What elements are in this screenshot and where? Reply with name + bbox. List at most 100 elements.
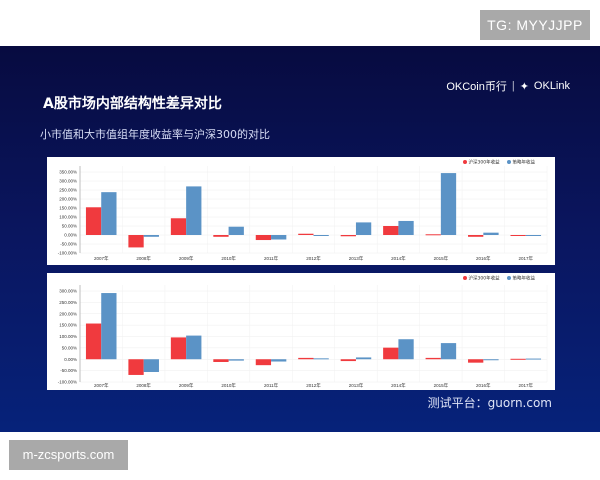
bar-red-2008年 (128, 359, 144, 375)
bar-red-2010年 (213, 359, 229, 362)
bar-red-2017年 (510, 358, 526, 360)
y-tick-label: 300.00% (59, 289, 77, 294)
y-tick-label: -50.00% (60, 368, 77, 373)
y-tick-label: 200.00% (59, 311, 77, 316)
x-tick-label: 2009年 (179, 255, 194, 262)
legend-label: 策略年收益 (513, 159, 536, 166)
watermark-bottom: m-zcsports.com (9, 440, 128, 470)
bar-blue-2014年 (398, 339, 414, 360)
x-tick-label: 2012年 (306, 382, 321, 389)
bar-blue-2007年 (101, 293, 117, 360)
y-tick-label: 100.00% (59, 215, 77, 220)
logo-divider: | (511, 80, 515, 92)
bar-red-2013年 (340, 235, 356, 237)
bar-blue-2016年 (483, 232, 499, 235)
x-tick-label: 2009年 (179, 382, 194, 389)
y-tick-label: 0.00% (64, 357, 77, 362)
bar-blue-2011年 (271, 359, 287, 362)
x-tick-label: 2017年 (519, 255, 534, 262)
y-tick-label: 50.00% (62, 224, 77, 229)
legend-label: 沪深300年收益 (469, 275, 501, 282)
x-tick-label: 2012年 (306, 255, 321, 262)
y-tick-label: 150.00% (59, 206, 77, 211)
footer-source: 测试平台：guorn.com (427, 396, 552, 410)
bar-blue-2015年 (440, 343, 457, 360)
y-tick-label: 200.00% (59, 197, 77, 202)
x-tick-label: 2014年 (391, 255, 406, 262)
y-tick-label: 250.00% (59, 300, 77, 305)
bar-red-2008年 (128, 235, 144, 248)
bar-blue-2012年 (313, 235, 329, 236)
legend-label: 沪深300年收益 (469, 159, 501, 166)
x-tick-label: 2011年 (264, 255, 279, 262)
oklink-logo: OKLink (533, 80, 570, 92)
legend-label: 策略年收益 (513, 275, 536, 282)
bar-blue-2015年 (440, 173, 457, 235)
bar-blue-2010年 (228, 226, 244, 235)
bar-blue-2017年 (525, 235, 542, 236)
bar-red-2014年 (383, 226, 399, 235)
bar-blue-2009年 (186, 335, 202, 360)
bar-chart-2: 300.00% 250.00% 200.00% 150.00% 100.00% 50.00… (58, 275, 548, 389)
y-tick-label: -100.00% (58, 380, 77, 385)
bar-red-2016年 (468, 359, 484, 363)
x-tick-label: 2016年 (476, 382, 491, 389)
y-tick-label: 50.00% (62, 345, 77, 350)
x-tick-label: 2013年 (349, 255, 364, 262)
bar-red-2014年 (383, 347, 399, 360)
bar-red-2017年 (510, 235, 526, 236)
y-tick-label: 250.00% (59, 188, 77, 193)
x-tick-label: 2007年 (94, 382, 109, 389)
bar-red-2012年 (298, 357, 314, 360)
bar-red-2009年 (170, 218, 187, 235)
x-tick-label: 2017年 (519, 382, 534, 389)
x-tick-label: 2008年 (136, 255, 151, 262)
okcoin-logo: OKCoin币行 (446, 81, 507, 93)
slide-title: A股市场内部结构性差异对比 (43, 96, 222, 112)
bar-red-2011年 (255, 235, 272, 241)
chart-panel-2: 300.00% 250.00% 200.00% 150.00% 100.00% 50.00… (47, 273, 555, 390)
y-tick-label: 300.00% (59, 179, 77, 184)
bar-red-2015年 (425, 357, 441, 360)
bar-red-2016年 (468, 235, 484, 237)
x-tick-label: 2007年 (94, 255, 109, 262)
legend-marker (463, 276, 467, 280)
slide-subtitle: 小市值和大市值组年度收益率与沪深300的对比 (40, 128, 270, 141)
bar-blue-2010年 (228, 359, 244, 361)
x-tick-label: 2013年 (349, 382, 364, 389)
y-tick-label: 100.00% (59, 334, 77, 339)
y-tick-label: 150.00% (59, 323, 77, 328)
legend-marker (507, 160, 511, 164)
bar-red-2012年 (298, 233, 314, 235)
chart-panel-1: 350.00% 300.00% 250.00% 200.00% 150.00% 100.0… (47, 157, 555, 265)
bar-blue-2016年 (483, 359, 499, 361)
x-tick-label: 2008年 (136, 382, 151, 389)
x-tick-label: 2010年 (221, 255, 236, 262)
bar-red-2007年 (85, 323, 102, 360)
y-tick-label: 0.00% (64, 233, 77, 238)
y-tick-label: -50.00% (60, 242, 77, 247)
bar-red-2009年 (170, 337, 187, 360)
legend-marker (507, 276, 511, 280)
bar-blue-2007年 (101, 192, 117, 235)
bar-red-2013年 (340, 359, 356, 362)
bar-red-2007年 (85, 207, 102, 235)
bar-red-2011年 (255, 359, 272, 366)
bar-red-2015年 (425, 234, 441, 236)
bar-blue-2011年 (271, 235, 287, 240)
x-tick-label: 2015年 (434, 382, 449, 389)
bar-blue-2013年 (355, 357, 372, 360)
bar-blue-2017年 (525, 358, 542, 360)
y-tick-label: 350.00% (59, 170, 77, 175)
y-tick-label: -100.00% (58, 251, 77, 256)
bar-blue-2009年 (186, 186, 202, 235)
x-tick-label: 2015年 (434, 255, 449, 262)
bar-red-2010年 (213, 235, 229, 237)
watermark-top: TG: MYYJJPP (480, 10, 590, 40)
bar-blue-2013年 (355, 222, 372, 235)
oklink-icon: ✦ (519, 80, 529, 93)
x-tick-label: 2011年 (264, 382, 279, 389)
legend-marker (463, 160, 467, 164)
bar-blue-2012年 (313, 358, 329, 360)
bar-blue-2008年 (143, 235, 159, 237)
